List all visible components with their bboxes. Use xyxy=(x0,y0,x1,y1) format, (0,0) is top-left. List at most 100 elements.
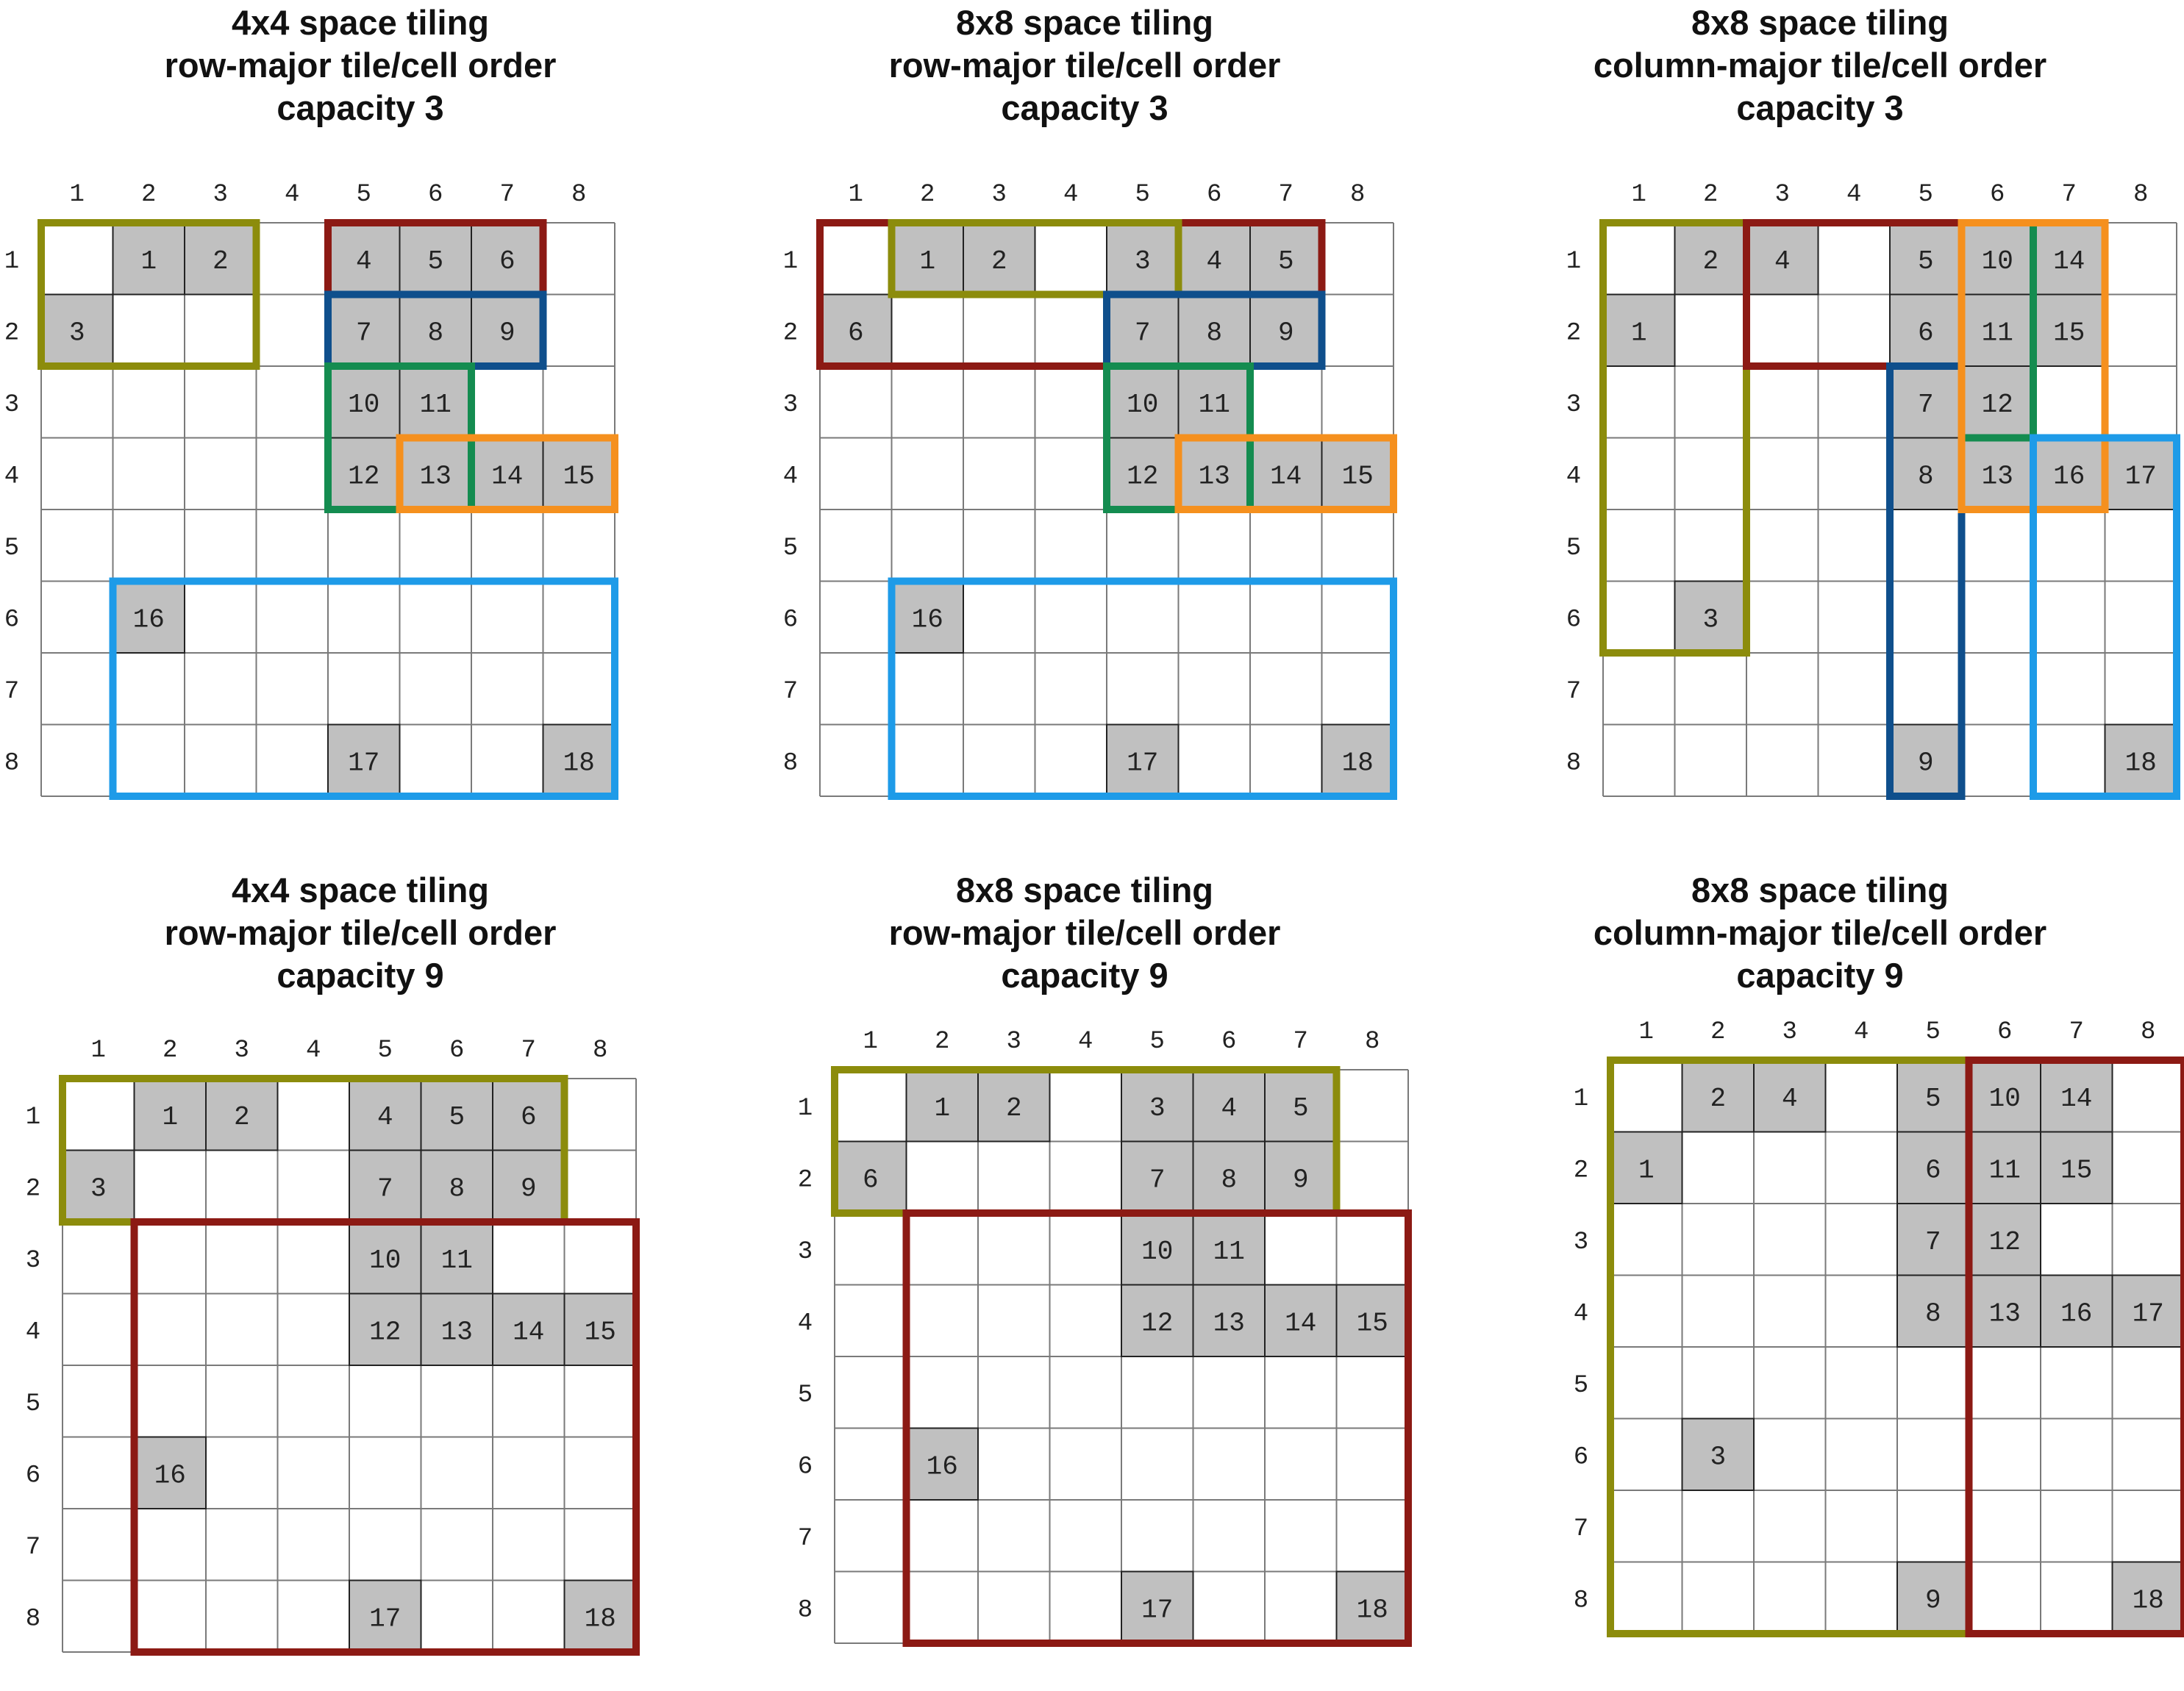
cell-label: 7 xyxy=(356,318,372,348)
column-label: 3 xyxy=(213,181,228,209)
cell-label: 11 xyxy=(1989,1155,2021,1185)
column-label: 8 xyxy=(571,181,586,209)
cell-label: 2 xyxy=(1710,1084,1726,1114)
column-label: 6 xyxy=(1207,181,1221,209)
cell-label: 15 xyxy=(563,461,595,491)
cell-label: 2 xyxy=(1006,1093,1022,1123)
column-label: 4 xyxy=(1854,1018,1869,1046)
column-label: 1 xyxy=(1639,1018,1654,1046)
column-label: 4 xyxy=(306,1037,321,1065)
column-label: 1 xyxy=(863,1028,878,1056)
row-label: 3 xyxy=(26,1247,40,1275)
cell-label: 6 xyxy=(499,246,515,276)
cell-label: 18 xyxy=(585,1604,616,1634)
cell-label: 1 xyxy=(934,1093,950,1123)
cell-label: 9 xyxy=(521,1173,537,1204)
cell-label: 9 xyxy=(1278,318,1294,348)
cell-label: 6 xyxy=(1925,1155,1941,1185)
row-label: 5 xyxy=(798,1381,813,1409)
cell-label: 18 xyxy=(2125,748,2157,778)
row-label: 5 xyxy=(1566,535,1581,562)
cell-label: 11 xyxy=(1199,390,1230,420)
column-label: 4 xyxy=(1063,181,1078,209)
cell-label: 5 xyxy=(1918,246,1934,276)
column-label: 2 xyxy=(920,181,935,209)
column-label: 6 xyxy=(1990,181,2005,209)
column-label: 3 xyxy=(235,1037,249,1065)
cell-label: 4 xyxy=(1206,246,1222,276)
cell-label: 6 xyxy=(848,318,864,348)
row-label: 6 xyxy=(798,1453,813,1481)
column-label: 8 xyxy=(2141,1018,2155,1046)
cell-label: 7 xyxy=(1135,318,1151,348)
column-label: 3 xyxy=(992,181,1007,209)
cell-label: 7 xyxy=(1925,1227,1941,1257)
cell-label: 10 xyxy=(1141,1237,1173,1267)
cell-label: 3 xyxy=(1135,246,1151,276)
cell-label: 15 xyxy=(2060,1155,2092,1185)
cell-label: 11 xyxy=(441,1245,473,1276)
row-label: 7 xyxy=(1574,1515,1588,1543)
cell-label: 2 xyxy=(991,246,1007,276)
column-label: 6 xyxy=(428,181,443,209)
row-label: 4 xyxy=(783,462,798,490)
row-label: 6 xyxy=(26,1462,40,1490)
cell-label: 1 xyxy=(919,246,935,276)
column-label: 7 xyxy=(500,181,515,209)
row-label: 7 xyxy=(26,1534,40,1562)
row-label: 1 xyxy=(4,248,19,276)
row-label: 3 xyxy=(798,1238,813,1266)
column-label: 5 xyxy=(1926,1018,1941,1046)
column-label: 7 xyxy=(2062,181,2077,209)
cell-label: 8 xyxy=(449,1173,465,1204)
cell-label: 8 xyxy=(1221,1165,1237,1195)
column-label: 4 xyxy=(285,181,299,209)
cell-label: 13 xyxy=(1213,1308,1245,1338)
cell-label: 12 xyxy=(369,1317,401,1347)
cell-label: 6 xyxy=(863,1165,879,1195)
row-label: 4 xyxy=(1574,1300,1588,1328)
column-label: 7 xyxy=(1293,1028,1308,1056)
cell-label: 15 xyxy=(585,1317,616,1347)
cell-label: 7 xyxy=(1149,1165,1166,1195)
cell-label: 12 xyxy=(1989,1227,2021,1257)
cell-label: 6 xyxy=(1918,318,1934,348)
row-label: 3 xyxy=(4,391,19,419)
cell-label: 7 xyxy=(377,1173,393,1204)
column-label: 8 xyxy=(1365,1028,1380,1056)
cell-label: 13 xyxy=(1989,1298,2021,1329)
cell-label: 8 xyxy=(1925,1298,1941,1329)
row-label: 3 xyxy=(783,391,798,419)
cell-label: 10 xyxy=(1127,390,1158,420)
column-label: 2 xyxy=(141,181,156,209)
cell-label: 18 xyxy=(1357,1595,1388,1625)
cell-label: 1 xyxy=(140,246,157,276)
column-label: 5 xyxy=(357,181,371,209)
column-label: 4 xyxy=(1078,1028,1093,1056)
cell-label: 16 xyxy=(2053,461,2085,491)
cell-label: 8 xyxy=(1206,318,1222,348)
row-label: 4 xyxy=(26,1318,40,1346)
cell-label: 15 xyxy=(1357,1308,1388,1338)
column-label: 3 xyxy=(1775,181,1790,209)
row-label: 2 xyxy=(1574,1156,1588,1184)
cell-label: 17 xyxy=(348,748,379,778)
row-label: 8 xyxy=(1566,749,1581,777)
column-label: 8 xyxy=(1350,181,1365,209)
cell-label: 14 xyxy=(1285,1308,1316,1338)
cell-label: 13 xyxy=(420,461,452,491)
cell-label: 13 xyxy=(441,1317,473,1347)
row-label: 6 xyxy=(783,606,798,634)
row-label: 2 xyxy=(783,319,798,347)
row-label: 5 xyxy=(4,535,19,562)
cell-label: 16 xyxy=(927,1451,958,1481)
row-label: 3 xyxy=(1566,391,1581,419)
column-label: 1 xyxy=(91,1037,106,1065)
cell-label: 1 xyxy=(1631,318,1647,348)
cell-label: 18 xyxy=(563,748,595,778)
